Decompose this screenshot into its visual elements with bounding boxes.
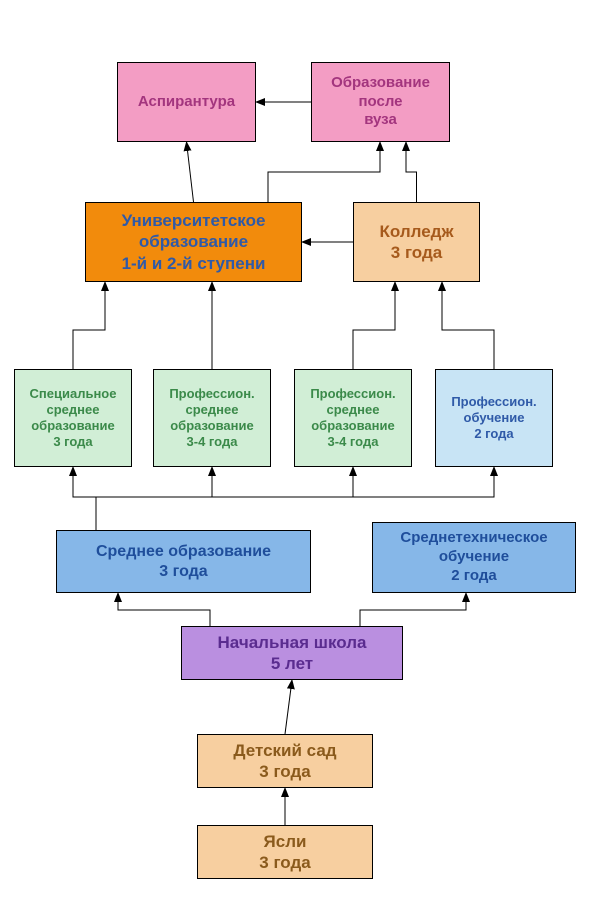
node-prof_training: Профессион. обучение 2 года	[435, 369, 553, 467]
node-college: Колледж 3 года	[353, 202, 480, 282]
edge-university-to-aspirantura	[187, 142, 194, 202]
edge-primary-to-tech_secondary	[360, 593, 466, 626]
node-secondary: Среднее образование 3 года	[56, 530, 311, 593]
node-prof_sec_b: Профессион. среднее образование 3-4 года	[294, 369, 412, 467]
node-university: Университетское образование 1-й и 2-й ст…	[85, 202, 302, 282]
node-nursery: Ясли 3 года	[197, 825, 373, 879]
edge-prof_sec_b-to-college	[353, 282, 395, 369]
node-prof_sec_a: Профессион. среднее образование 3-4 года	[153, 369, 271, 467]
node-primary: Начальная школа 5 лет	[181, 626, 403, 680]
edge-secondary-to-spec_sec	[73, 467, 96, 530]
edge-secondary-to-prof_training	[96, 467, 494, 530]
edge-university-to-postgrad	[268, 142, 380, 202]
node-aspirantura: Аспирантура	[117, 62, 256, 142]
node-kindergarten: Детский сад 3 года	[197, 734, 373, 788]
node-spec_sec: Специальное среднее образование 3 года	[14, 369, 132, 467]
edge-secondary-to-prof_sec_b	[96, 467, 353, 530]
diagram-canvas: { "diagram": { "type": "flowchart", "can…	[0, 0, 600, 904]
edge-college-to-postgrad	[406, 142, 417, 202]
node-tech_secondary: Среднетехническое обучение 2 года	[372, 522, 576, 593]
edge-prof_training-to-college	[442, 282, 494, 369]
edge-spec_sec-to-university	[73, 282, 105, 369]
node-postgrad: Образование после вуза	[311, 62, 450, 142]
edge-secondary-to-prof_sec_a	[96, 467, 212, 530]
edge-primary-to-secondary	[118, 593, 210, 626]
edge-kindergarten-to-primary	[285, 680, 292, 734]
